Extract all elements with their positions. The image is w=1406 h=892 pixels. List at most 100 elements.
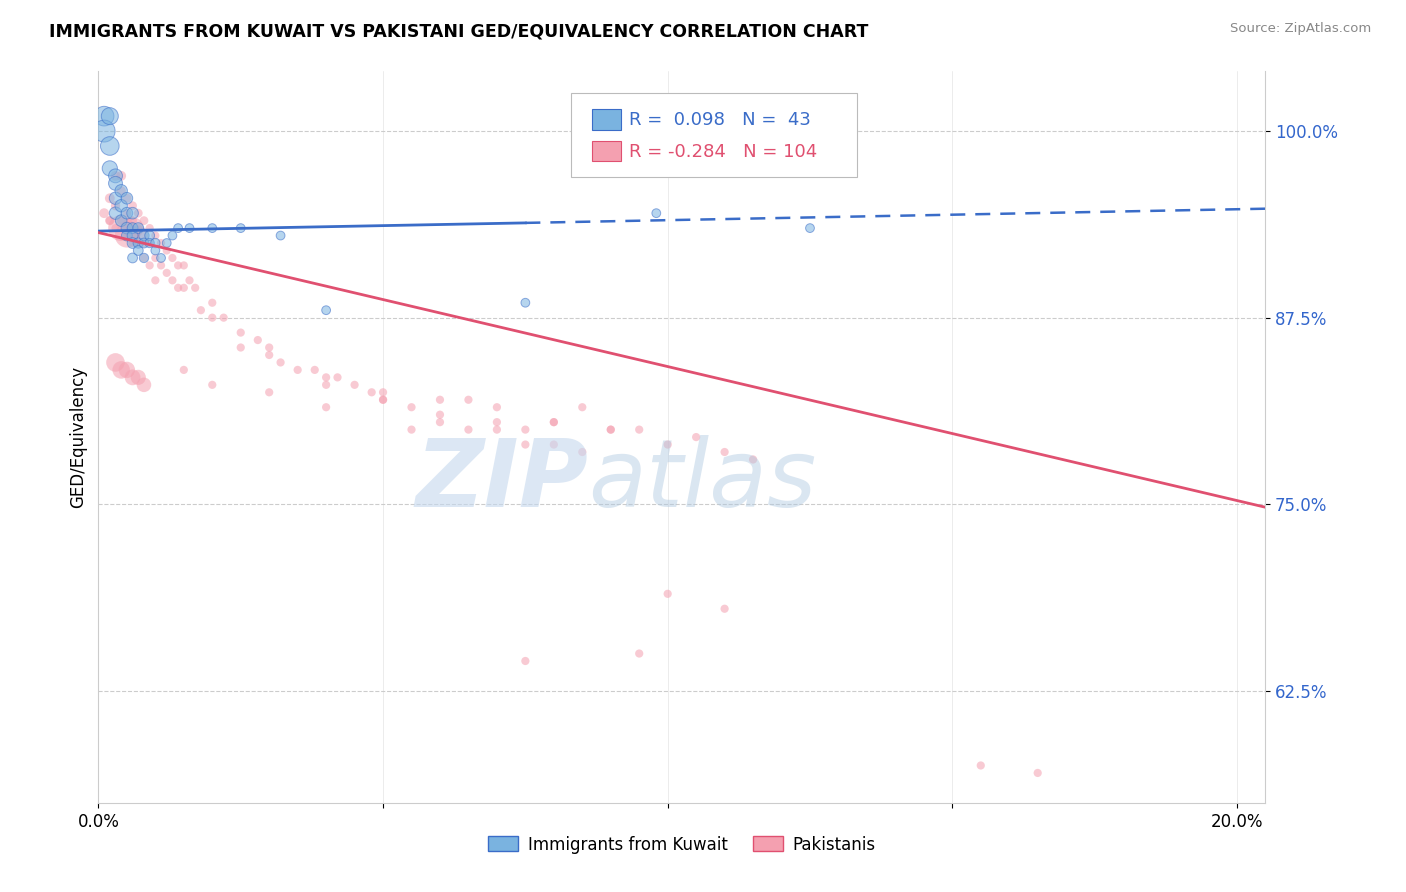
Point xyxy=(143,273,166,287)
Point xyxy=(201,377,224,392)
Point xyxy=(162,273,184,287)
Point xyxy=(121,221,143,235)
Text: IMMIGRANTS FROM KUWAIT VS PAKISTANI GED/EQUIVALENCY CORRELATION CHART: IMMIGRANTS FROM KUWAIT VS PAKISTANI GED/… xyxy=(49,22,869,40)
Point xyxy=(167,221,190,235)
Text: R = -0.284   N = 104: R = -0.284 N = 104 xyxy=(630,143,818,161)
Point xyxy=(98,161,121,176)
Point xyxy=(138,235,160,250)
Point xyxy=(162,251,184,265)
Point xyxy=(173,281,195,295)
Point xyxy=(485,415,508,429)
Point xyxy=(156,235,179,250)
Point xyxy=(270,355,292,369)
Text: atlas: atlas xyxy=(589,435,817,526)
Point xyxy=(104,169,127,183)
Point xyxy=(229,221,252,235)
Point xyxy=(115,191,138,205)
Point xyxy=(315,370,337,384)
Text: ZIP: ZIP xyxy=(416,435,589,527)
Point xyxy=(150,259,173,273)
Point xyxy=(121,221,143,235)
Point xyxy=(515,423,537,437)
Point xyxy=(127,370,149,384)
Point xyxy=(127,221,149,235)
Point xyxy=(150,251,173,265)
Point xyxy=(115,228,138,243)
Point xyxy=(326,370,349,384)
Point xyxy=(104,199,127,213)
Point xyxy=(173,259,195,273)
Point xyxy=(93,124,115,138)
Point xyxy=(98,213,121,227)
Point xyxy=(229,341,252,355)
Point xyxy=(121,251,143,265)
Point xyxy=(104,191,127,205)
Point xyxy=(457,423,479,437)
Point xyxy=(315,401,337,415)
Point xyxy=(599,423,621,437)
Point xyxy=(110,169,132,183)
Point xyxy=(315,377,337,392)
Point xyxy=(657,437,679,451)
Point xyxy=(485,401,508,415)
Point xyxy=(121,235,143,250)
Point xyxy=(457,392,479,407)
Point xyxy=(543,437,565,451)
Point xyxy=(657,587,679,601)
Point xyxy=(115,206,138,220)
Point xyxy=(246,333,269,347)
Point xyxy=(970,758,993,772)
Text: R =  0.098   N =  43: R = 0.098 N = 43 xyxy=(630,112,811,129)
Point xyxy=(98,191,121,205)
Point xyxy=(257,341,280,355)
FancyBboxPatch shape xyxy=(592,110,621,130)
Point xyxy=(156,266,179,280)
Point xyxy=(628,647,651,661)
Point xyxy=(628,423,651,437)
FancyBboxPatch shape xyxy=(571,94,856,178)
Point xyxy=(110,184,132,198)
Text: Source: ZipAtlas.com: Source: ZipAtlas.com xyxy=(1230,22,1371,36)
Point xyxy=(98,109,121,123)
Point xyxy=(371,392,394,407)
Point xyxy=(104,169,127,183)
Point xyxy=(110,221,132,235)
Point xyxy=(138,228,160,243)
Point xyxy=(127,244,149,258)
Point xyxy=(110,363,132,377)
Point xyxy=(343,377,366,392)
Point xyxy=(121,370,143,384)
Y-axis label: GED/Equivalency: GED/Equivalency xyxy=(69,366,87,508)
Point xyxy=(257,385,280,400)
Point xyxy=(121,199,143,213)
Point xyxy=(110,199,132,213)
Point xyxy=(212,310,235,325)
Point xyxy=(115,191,138,205)
Point xyxy=(143,244,166,258)
Point xyxy=(115,206,138,220)
Point xyxy=(201,221,224,235)
Point xyxy=(257,348,280,362)
Point xyxy=(143,251,166,265)
Point xyxy=(98,139,121,153)
Point xyxy=(742,452,765,467)
Point xyxy=(360,385,382,400)
Point xyxy=(121,228,143,243)
Point xyxy=(371,392,394,407)
Point xyxy=(127,235,149,250)
Point xyxy=(93,206,115,220)
Point xyxy=(132,228,155,243)
Point xyxy=(543,415,565,429)
Point xyxy=(184,281,207,295)
Point xyxy=(179,273,201,287)
Point xyxy=(179,221,201,235)
Point xyxy=(127,206,149,220)
Point xyxy=(713,445,735,459)
Point xyxy=(287,363,309,377)
Point xyxy=(429,408,451,422)
Point xyxy=(401,423,423,437)
Point xyxy=(162,228,184,243)
Point xyxy=(115,221,138,235)
Point xyxy=(401,401,423,415)
Point xyxy=(143,228,166,243)
